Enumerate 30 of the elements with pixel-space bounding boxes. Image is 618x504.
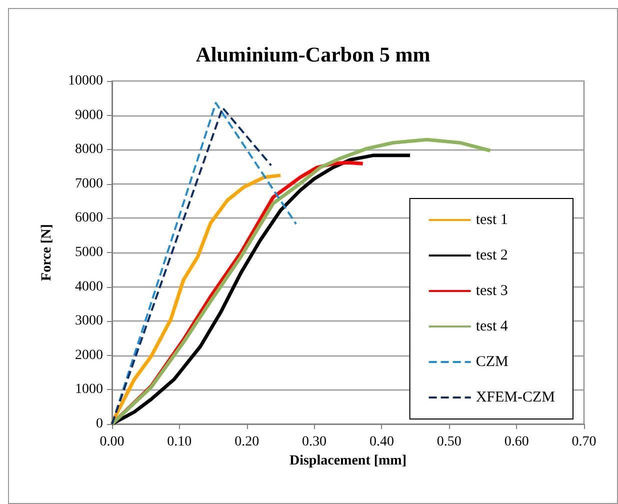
x-tick-label: 0.60 [504, 434, 529, 450]
y-tick-label: 0 [96, 416, 103, 432]
x-tick-label: 0.70 [572, 434, 596, 450]
legend-label: CZM [476, 354, 508, 370]
line-series [110, 174, 282, 426]
y-tick-label: 3000 [75, 314, 103, 329]
x-axis-title: Displacement [mm] [289, 454, 407, 468]
line-series [110, 154, 412, 426]
x-tick-label: 0.40 [369, 434, 394, 450]
legend-label: test 2 [476, 248, 508, 264]
x-tick-label: 0.30 [302, 434, 327, 450]
legend-label: test 1 [476, 212, 508, 228]
x-tick-label: 0.50 [436, 434, 462, 450]
legend-label: test 3 [476, 283, 508, 299]
legend-label: test 4 [476, 318, 508, 334]
y-tick-label: 4000 [75, 279, 103, 294]
y-tick-label: 7000 [75, 176, 103, 192]
y-tick-label: 10000 [68, 74, 103, 88]
chart-title: Aluminium-Carbon 5 mm [196, 42, 431, 66]
y-tick-label: 6000 [75, 210, 103, 226]
legend-label: XFEM-CZM [476, 390, 556, 406]
y-tick-label: 5000 [75, 245, 103, 260]
x-tick-label: 0.00 [100, 434, 124, 450]
x-tick-label: 0.20 [234, 434, 260, 450]
y-axis-title: Force [N] [40, 224, 54, 281]
y-tick-label: 2000 [75, 348, 103, 363]
y-tick-label: 1000 [75, 382, 103, 398]
x-tick-label: 0.10 [167, 434, 192, 450]
y-tick-label: 9000 [75, 108, 103, 123]
y-tick-label: 8000 [75, 142, 103, 158]
